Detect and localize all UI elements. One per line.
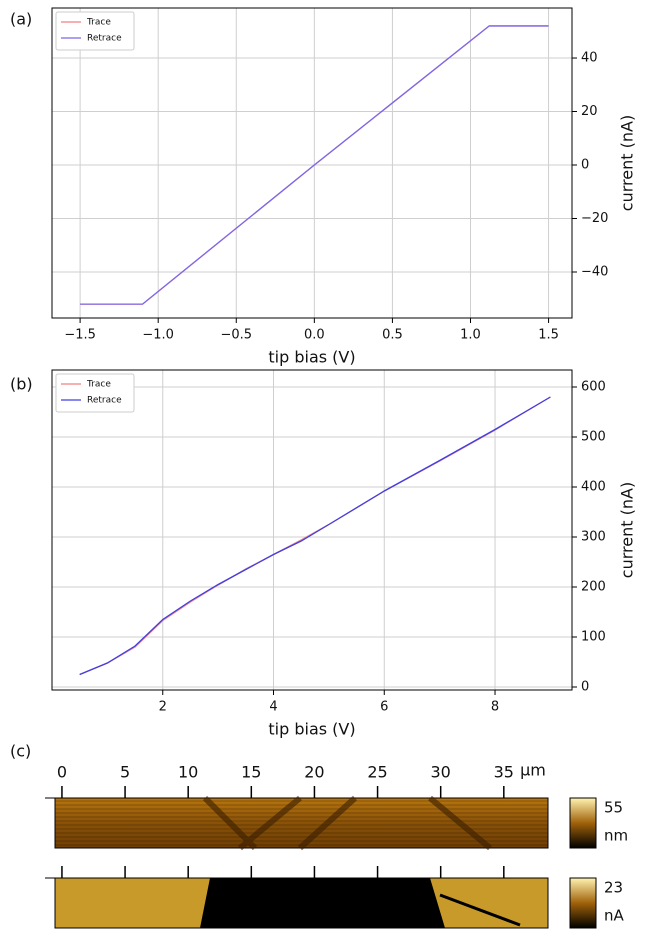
x-tick-label: 4	[269, 700, 277, 715]
panel-label: (a)	[10, 10, 32, 29]
x-tick-label: 0.0	[304, 328, 325, 343]
y-tick-label: 0	[581, 158, 589, 173]
y-tick-label: 0	[581, 680, 589, 695]
y-tick-label: −20	[581, 211, 608, 226]
panel-label: (b)	[10, 375, 33, 394]
y-tick-label: 100	[581, 630, 606, 645]
legend-label: Retrace	[87, 396, 122, 406]
x-tick-label: −0.5	[220, 328, 252, 343]
axis-unit: µm	[520, 761, 546, 780]
x-tick-label: 0.5	[382, 328, 403, 343]
colorbar-unit: nm	[604, 827, 628, 845]
x-tick-label: 5	[120, 763, 130, 782]
y-tick-label: 400	[581, 480, 606, 495]
series-line	[79, 396, 551, 676]
x-axis-label: tip bias (V)	[268, 348, 355, 367]
x-tick-label: 1.0	[460, 328, 481, 343]
legend-label: Trace	[86, 380, 111, 390]
x-tick-label: 30	[431, 763, 451, 782]
plot-frame	[51, 7, 573, 319]
colorbar-max: 55	[604, 799, 623, 817]
x-tick-label: 35	[494, 763, 514, 782]
x-axis-label: tip bias (V)	[268, 720, 355, 739]
plot-frame	[51, 369, 573, 691]
x-tick-label: 0	[57, 763, 67, 782]
x-tick-label: 15	[241, 763, 261, 782]
x-tick-label: 2	[159, 700, 167, 715]
x-tick-label: 8	[491, 700, 499, 715]
x-tick-label: 10	[178, 763, 198, 782]
x-tick-label: −1.0	[142, 328, 174, 343]
y-tick-label: 500	[581, 430, 606, 445]
x-tick-label: −1.5	[64, 328, 96, 343]
legend-label: Retrace	[87, 34, 122, 44]
panel-label: (c)	[10, 742, 31, 761]
colorbar-max: 23	[604, 879, 623, 897]
x-tick-label: 6	[380, 700, 388, 715]
series-line	[80, 25, 549, 305]
y-tick-label: 40	[581, 51, 598, 66]
y-tick-label: 300	[581, 530, 606, 545]
y-tick-label: −40	[581, 264, 608, 279]
legend-label: Trace	[86, 18, 111, 28]
y-axis-label: current (nA)	[618, 115, 637, 211]
colorbar-unit: nA	[604, 907, 625, 925]
y-tick-label: 20	[581, 104, 598, 119]
x-tick-label: 20	[304, 763, 324, 782]
y-axis-label: current (nA)	[618, 482, 637, 578]
x-tick-label: 25	[367, 763, 387, 782]
y-tick-label: 600	[581, 380, 606, 395]
x-tick-label: 1.5	[538, 328, 559, 343]
y-tick-label: 200	[581, 580, 606, 595]
afm-maps	[45, 795, 597, 929]
